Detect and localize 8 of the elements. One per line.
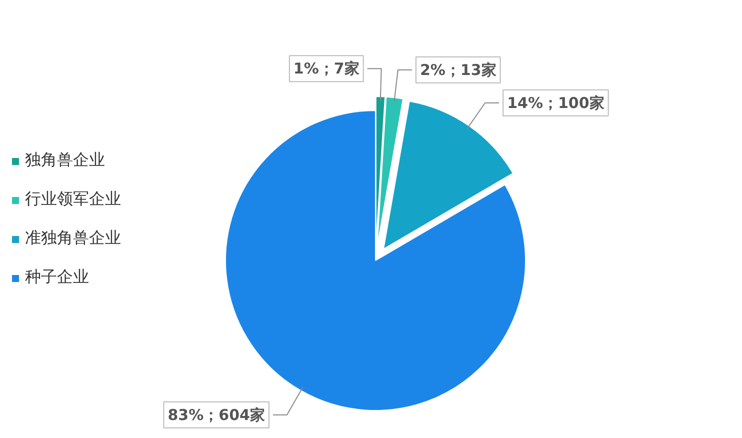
data-label: 2%；13家 — [420, 60, 496, 79]
legend-label: 独角兽企业 — [25, 150, 105, 171]
data-label: 1%；7家 — [293, 60, 360, 78]
data-label: 14%；100家 — [507, 94, 604, 112]
legend-label: 准独角兽企业 — [25, 228, 121, 249]
legend-label: 种子企业 — [25, 267, 89, 288]
legend-label: 行业领军企业 — [25, 189, 121, 210]
data-label: 83%；604家 — [168, 406, 265, 424]
